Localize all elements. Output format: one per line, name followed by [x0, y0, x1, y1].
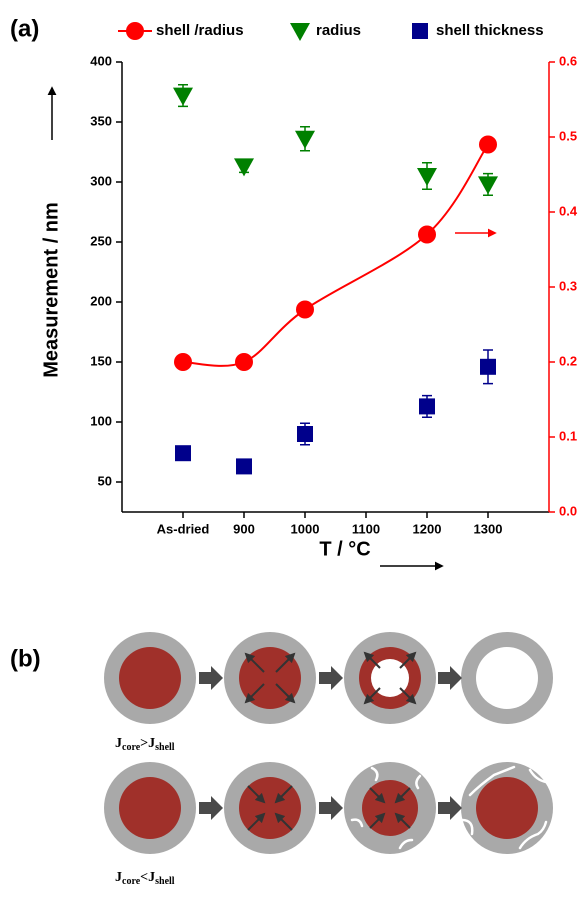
data-point — [234, 158, 254, 177]
panel-label: (b) — [10, 645, 41, 672]
x-tick-label: 1200 — [413, 521, 442, 536]
subscript: core — [122, 742, 141, 753]
legend-label: shell /radius — [156, 22, 244, 39]
y-tick-label: 400 — [90, 53, 112, 68]
symbol: J — [148, 736, 155, 751]
data-point — [297, 426, 313, 442]
y2-tick-label: 0.2 — [559, 353, 577, 368]
condition-label: Jcore>Jshell — [115, 736, 175, 753]
relation: < — [140, 870, 148, 885]
y2-tick-label: 0.1 — [559, 428, 577, 443]
data-point — [417, 168, 437, 186]
y-axis-title: Measurement / nm — [40, 202, 62, 378]
data-point — [175, 445, 191, 462]
data-point — [295, 130, 315, 149]
cracks — [350, 765, 548, 850]
y-tick-label: 200 — [90, 293, 112, 308]
data-point — [173, 87, 193, 106]
data-point — [419, 398, 435, 415]
y-tick-label: 300 — [90, 173, 112, 188]
void — [371, 659, 409, 697]
x-tick-label: 1100 — [352, 521, 380, 536]
legend: shell /radius radius shell thickness — [118, 22, 544, 41]
y-tick-label: 150 — [90, 353, 112, 368]
relation: > — [140, 736, 148, 751]
diffusion-arrows — [247, 785, 411, 831]
data-point — [235, 353, 253, 371]
data-point — [174, 353, 192, 371]
data-point — [418, 225, 436, 244]
x-tick-label: 1000 — [291, 521, 320, 536]
legend-label: radius — [316, 22, 361, 39]
y2-tick-label: 0.6 — [559, 53, 577, 68]
y2-tick-label: 0.5 — [559, 128, 577, 143]
core — [119, 647, 181, 709]
subscript: shell — [155, 876, 175, 887]
subscript: core — [122, 876, 141, 887]
data-point — [478, 176, 498, 195]
data-point — [296, 300, 314, 319]
legend-marker — [290, 23, 310, 41]
symbol: J — [115, 736, 122, 751]
diffusion-arrows — [244, 651, 417, 705]
subscript: shell — [155, 742, 175, 753]
core — [119, 777, 181, 839]
x-tick-label: As-dried — [157, 521, 210, 536]
y-tick-label: 350 — [90, 113, 112, 128]
x-axis-title: T / °C — [319, 538, 370, 560]
panel-label: (a) — [10, 15, 39, 42]
legend-marker — [126, 22, 144, 40]
symbol: J — [115, 870, 122, 885]
void — [476, 647, 538, 709]
y-tick-label: 100 — [90, 413, 112, 428]
x-tick-label: 1300 — [474, 521, 503, 536]
condition-label: Jcore<Jshell — [115, 870, 175, 887]
data-point — [479, 135, 497, 154]
y-tick-label: 50 — [98, 473, 112, 488]
symbol: J — [148, 870, 155, 885]
data-point — [236, 458, 252, 475]
y-tick-label: 250 — [90, 233, 112, 248]
core — [476, 777, 538, 839]
data-point — [480, 358, 496, 375]
y2-tick-label: 0.4 — [559, 203, 578, 218]
series-line — [182, 143, 489, 367]
legend-marker — [412, 23, 428, 39]
legend-label: shell thickness — [436, 22, 544, 39]
x-tick-label: 900 — [233, 521, 255, 536]
y2-tick-label: 0.0 — [559, 503, 577, 518]
process-arrows — [199, 666, 462, 820]
diagram — [104, 632, 553, 854]
y2-tick-label: 0.3 — [559, 278, 577, 293]
